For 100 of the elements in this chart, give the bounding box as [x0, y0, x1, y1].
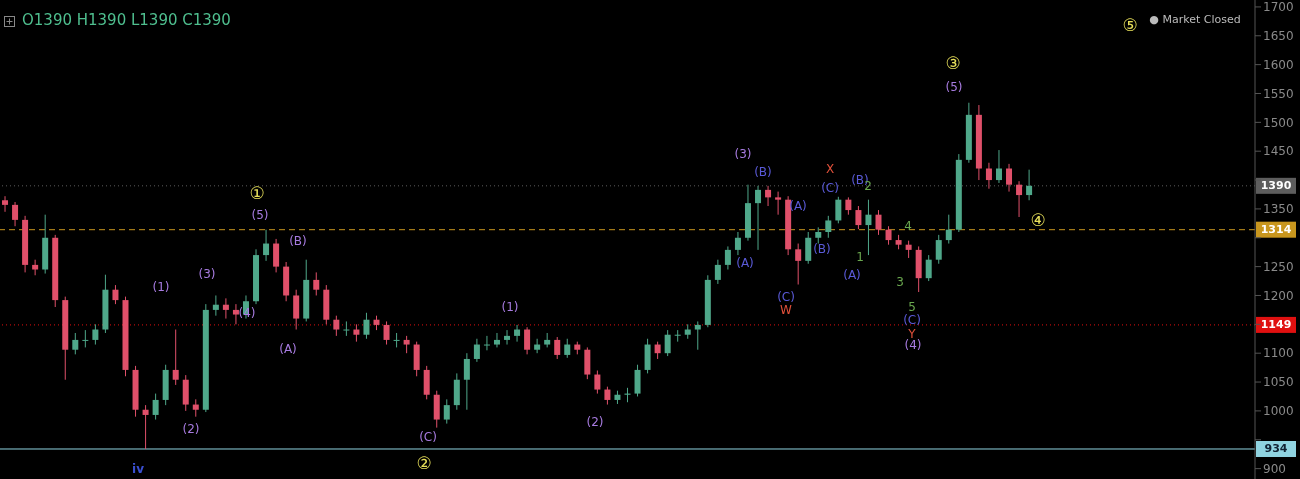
candlestick — [313, 271, 320, 296]
candlestick — [514, 324, 521, 343]
annotation: O1390 H1390 L1390 C1390 — [22, 11, 231, 29]
ref-line-label: 1390 — [1260, 179, 1292, 193]
y-tick-label: 900 — [1263, 461, 1286, 476]
annotation: (1) — [152, 280, 170, 294]
annotation: (C) — [777, 290, 795, 304]
y-tick-label: 1650 — [1263, 29, 1294, 44]
annotation: ② — [416, 453, 432, 473]
candlestick — [875, 209, 882, 236]
y-tick-label: 1250 — [1263, 259, 1294, 274]
candlestick — [152, 393, 159, 421]
candlestick — [534, 338, 541, 354]
y-tick-label: 1350 — [1263, 202, 1294, 217]
candlestick — [1016, 180, 1023, 218]
y-tick-label: 1500 — [1263, 115, 1294, 130]
annotation: (5) — [945, 80, 963, 94]
candlestick — [935, 234, 942, 265]
annotation: (1) — [501, 300, 519, 314]
candlestick — [493, 332, 500, 348]
annotation: 4 — [904, 219, 912, 233]
candlestick — [524, 326, 531, 355]
candlestick — [92, 323, 99, 346]
annotation: W — [780, 303, 793, 317]
candlestick — [865, 199, 872, 256]
candlestick — [443, 398, 450, 425]
annotation: (5) — [251, 208, 269, 222]
candlestick — [925, 254, 932, 282]
annotation: 3 — [896, 275, 904, 289]
candlestick — [855, 205, 862, 230]
annotation: ① — [249, 183, 265, 203]
candlestick — [564, 338, 571, 359]
candlestick — [172, 329, 179, 386]
candlestick — [363, 312, 370, 340]
candlestick — [483, 335, 490, 351]
candlestick — [554, 336, 561, 360]
y-tick-label: 1550 — [1263, 86, 1294, 101]
candlestick — [885, 225, 892, 246]
candlestick — [664, 329, 671, 357]
annotation: (A) — [279, 342, 297, 356]
annotation: (C) — [903, 313, 921, 327]
candlestick — [72, 332, 79, 355]
candlestick — [273, 238, 280, 273]
y-tick-label: 1100 — [1263, 346, 1294, 361]
annotation: (A) — [843, 268, 861, 282]
ref-line-label: 1149 — [1260, 318, 1292, 332]
y-tick-label: 1600 — [1263, 57, 1294, 72]
candlestick — [1026, 169, 1033, 201]
y-tick-label: 1200 — [1263, 288, 1294, 303]
candlestick — [293, 289, 300, 331]
ref-line-label: 934 — [1264, 442, 1288, 456]
candlestick — [2, 195, 9, 213]
y-tick-label: 1450 — [1263, 144, 1294, 159]
candlestick — [945, 214, 952, 245]
candlestick — [765, 185, 772, 207]
candlestick — [343, 320, 350, 337]
annotation: X — [825, 162, 835, 176]
candlestick — [263, 229, 270, 262]
annotation: (C) — [821, 181, 839, 195]
candlestick — [112, 284, 119, 305]
candlestick — [714, 259, 721, 285]
y-tick-label: 1050 — [1263, 375, 1294, 390]
annotation: ● Market Closed — [1149, 12, 1241, 26]
annotation: (2) — [586, 415, 604, 429]
annotation: (3) — [198, 267, 216, 281]
candlestick — [463, 352, 470, 411]
candlestick — [232, 303, 239, 325]
annotation: 1 — [856, 250, 864, 264]
candlestick — [594, 370, 601, 395]
candlestick — [383, 320, 390, 346]
candlestick — [1006, 163, 1013, 193]
annotation: (A) — [736, 256, 754, 270]
candlestick — [634, 364, 641, 397]
annotation: 5 — [908, 300, 916, 314]
candlestick — [825, 215, 832, 239]
candlestick — [805, 231, 812, 265]
y-tick-label: 1000 — [1263, 404, 1294, 419]
candlestick — [724, 245, 731, 271]
annotation: (2) — [182, 422, 200, 436]
candlestick — [835, 196, 842, 224]
annotation: iv — [132, 462, 145, 476]
annotation: ⑤ — [1122, 15, 1138, 35]
candlestick — [12, 201, 19, 227]
candlestick — [212, 294, 219, 317]
candlestick — [333, 315, 340, 337]
candlestick — [734, 231, 741, 256]
candlestick — [82, 329, 89, 348]
candlestick — [393, 332, 400, 348]
candlestick — [694, 320, 701, 351]
candlestick — [755, 185, 762, 251]
candlestick — [473, 338, 480, 363]
candlestick — [795, 243, 802, 286]
annotation: (4) — [238, 306, 256, 320]
candlestick — [674, 329, 681, 343]
candlestick — [985, 162, 992, 190]
annotation: (C) — [419, 430, 437, 444]
candlestick — [775, 191, 782, 216]
ref-line-label: 1314 — [1260, 223, 1292, 237]
candlestick — [142, 404, 149, 450]
candlestick — [504, 329, 511, 346]
